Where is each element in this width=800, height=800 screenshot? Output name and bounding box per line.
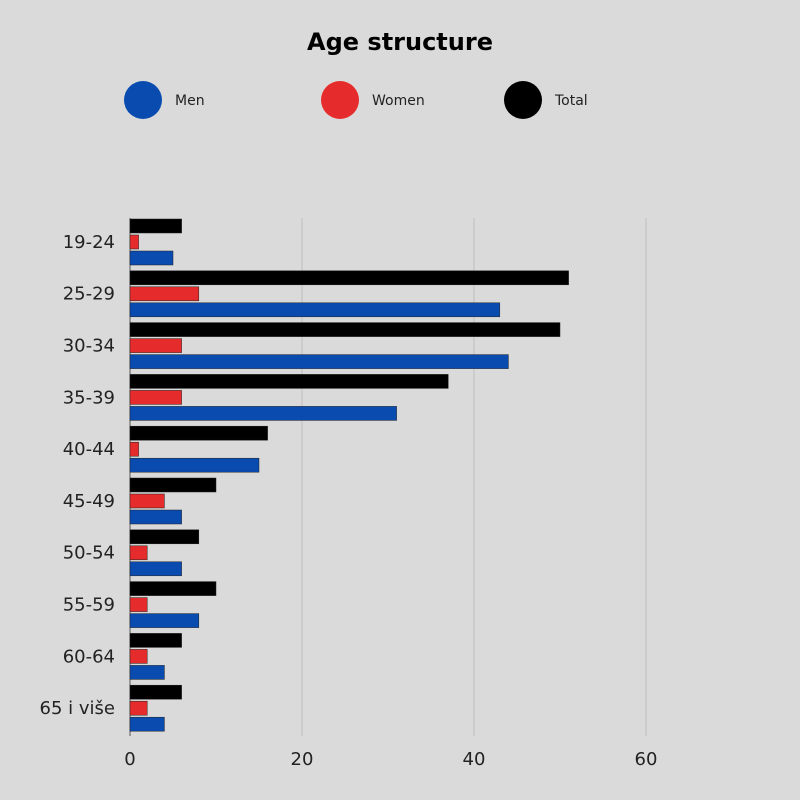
bar-women-60-64 — [129, 649, 148, 664]
bar-women-35-39 — [129, 390, 182, 405]
x-tick-label: 20 — [291, 749, 314, 770]
bar-women-50-54 — [129, 545, 148, 561]
bar-total-65-i-više — [129, 684, 182, 700]
y-axis-ticks: 19-24 25-29 30-34 35-39 40-44 45-49 50-54 55-59… — [40, 232, 115, 719]
legend-label-men: Men — [175, 93, 205, 109]
legend-label-women: Women — [372, 93, 425, 109]
y-tick-label: 35-39 — [63, 387, 115, 408]
y-tick-label: 30-34 — [63, 336, 115, 357]
bar-total-55-59 — [129, 581, 217, 596]
legend-label-total: Total — [554, 93, 588, 109]
bar-total-19-24 — [129, 218, 182, 234]
bar-women-30-34 — [129, 338, 182, 353]
bar-men-45-49 — [129, 509, 182, 525]
bar-women-40-44 — [129, 441, 139, 457]
x-tick-label: 0 — [124, 749, 135, 770]
bar-women-55-59 — [129, 597, 148, 612]
y-tick-label: 55-59 — [63, 595, 115, 616]
bar-total-35-39 — [129, 374, 449, 389]
y-tick-label: 19-24 — [63, 232, 115, 253]
bar-total-60-64 — [129, 633, 182, 648]
bar-women-65-i-više — [129, 700, 148, 716]
y-tick-label: 50-54 — [63, 543, 115, 564]
bar-total-25-29 — [129, 270, 569, 286]
x-tick-label: 40 — [463, 749, 486, 770]
bar-men-25-29 — [129, 302, 501, 318]
bar-men-35-39 — [129, 406, 397, 421]
legend-marker-total — [504, 81, 542, 119]
bar-total-45-49 — [129, 477, 217, 493]
y-tick-label: 60-64 — [63, 646, 115, 667]
bar-women-45-49 — [129, 493, 165, 509]
y-tick-label: 40-44 — [63, 439, 115, 460]
bar-total-50-54 — [129, 529, 200, 545]
bar-men-50-54 — [129, 561, 182, 577]
bar-women-25-29 — [129, 286, 200, 302]
y-tick-label: 45-49 — [63, 491, 115, 512]
bar-men-19-24 — [129, 250, 174, 266]
legend-marker-men — [124, 81, 162, 119]
bars — [129, 218, 569, 732]
bar-men-65-i-više — [129, 716, 165, 732]
bar-men-60-64 — [129, 665, 165, 680]
bar-women-19-24 — [129, 234, 139, 250]
x-tick-label: 60 — [635, 749, 658, 770]
legend-marker-women — [321, 81, 359, 119]
legend: Men Women Total — [124, 81, 588, 119]
bar-men-30-34 — [129, 354, 509, 369]
bar-total-40-44 — [129, 425, 268, 441]
gridlines — [129, 218, 647, 736]
bar-total-30-34 — [129, 322, 561, 337]
y-tick-label: 25-29 — [63, 284, 115, 305]
x-axis-ticks: 0 20 40 60 — [124, 749, 657, 770]
bar-men-55-59 — [129, 613, 200, 628]
bar-men-40-44 — [129, 457, 260, 473]
y-tick-label: 65 i više — [40, 698, 115, 719]
chart-title: Age structure — [307, 28, 493, 56]
